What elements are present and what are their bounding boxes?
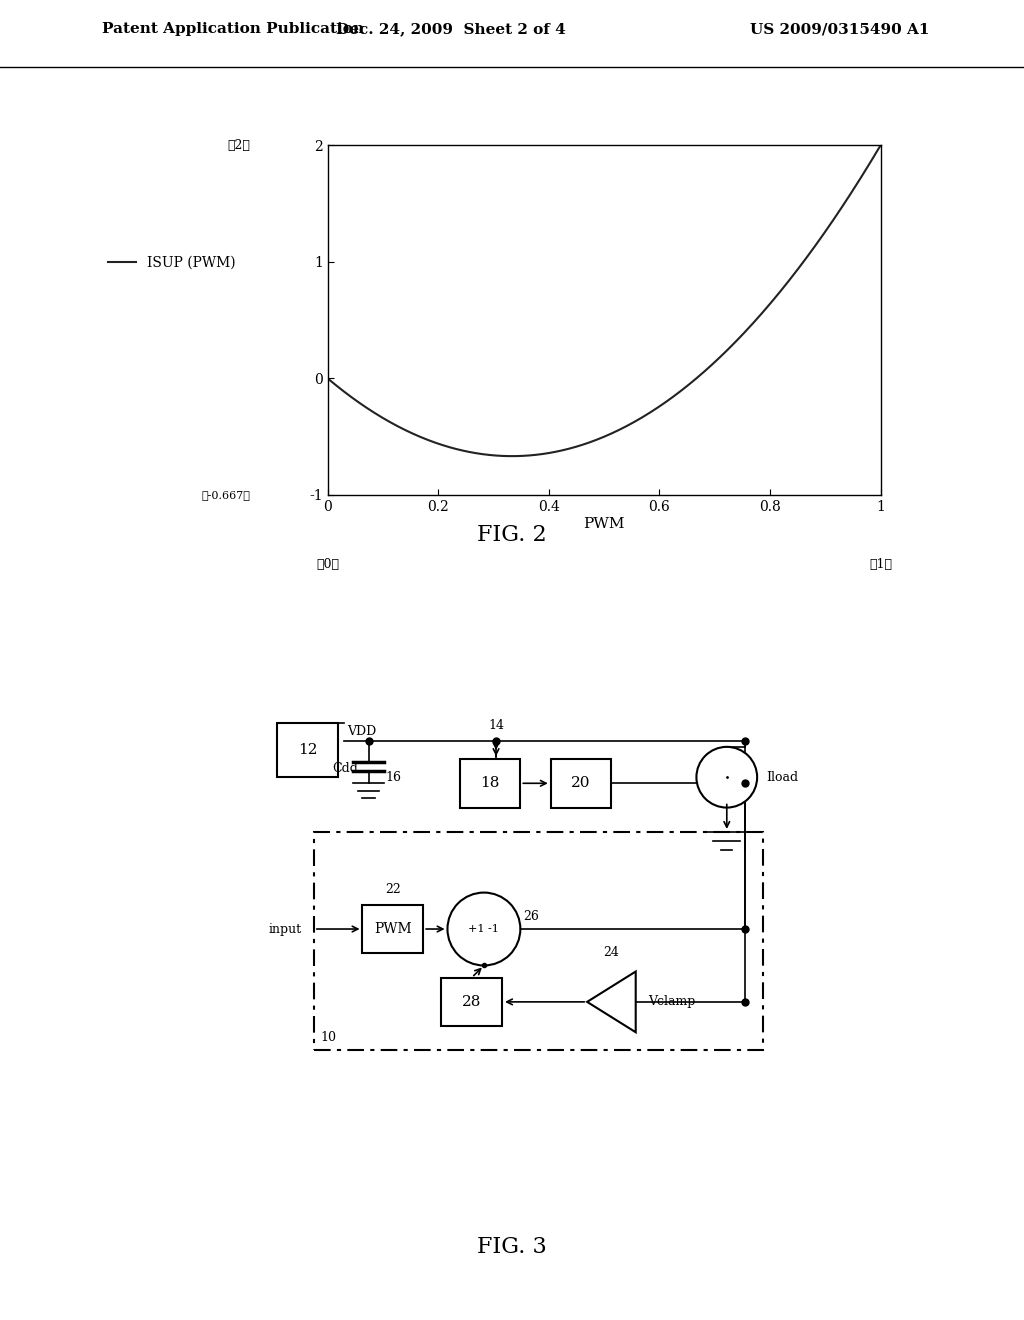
- Text: +1 -1: +1 -1: [468, 924, 500, 935]
- Text: 26: 26: [523, 909, 540, 923]
- Text: 28: 28: [462, 995, 481, 1008]
- Bar: [278, 722, 338, 777]
- Text: PWM: PWM: [374, 921, 412, 936]
- Text: Vclamp: Vclamp: [648, 995, 695, 1008]
- Bar: [551, 759, 611, 808]
- Legend: ISUP (PWM): ISUP (PWM): [102, 249, 241, 275]
- Bar: [314, 832, 763, 1051]
- Bar: [460, 759, 520, 808]
- Text: Dec. 24, 2009  Sheet 2 of 4: Dec. 24, 2009 Sheet 2 of 4: [336, 22, 565, 36]
- Text: 16: 16: [386, 771, 401, 784]
- Circle shape: [696, 747, 757, 808]
- Text: ⌌0⌍: ⌌0⌍: [316, 558, 339, 572]
- Text: VDD: VDD: [347, 725, 377, 738]
- Text: US 2009/0315490 A1: US 2009/0315490 A1: [750, 22, 930, 36]
- Text: 12: 12: [298, 743, 317, 756]
- Text: 20: 20: [571, 776, 591, 791]
- Text: 24: 24: [603, 946, 620, 960]
- Text: ⌌-0.667⌍: ⌌-0.667⌍: [202, 490, 250, 500]
- Text: 18: 18: [480, 776, 500, 791]
- Text: ⌌2⌍: ⌌2⌍: [227, 139, 250, 152]
- Circle shape: [447, 892, 520, 965]
- Bar: [441, 978, 502, 1026]
- Text: Cdd: Cdd: [332, 762, 358, 775]
- Text: Patent Application Publication: Patent Application Publication: [102, 22, 365, 36]
- Bar: [362, 904, 423, 953]
- Text: input: input: [268, 923, 302, 936]
- Text: FIG. 2: FIG. 2: [477, 524, 547, 545]
- Text: Iload: Iload: [766, 771, 799, 784]
- Text: FIG. 3: FIG. 3: [477, 1237, 547, 1258]
- X-axis label: PWM: PWM: [584, 516, 625, 531]
- Text: 14: 14: [488, 718, 504, 731]
- Text: ⌌1⌍: ⌌1⌍: [869, 558, 892, 572]
- Text: 10: 10: [319, 1031, 336, 1044]
- Text: 22: 22: [385, 883, 400, 895]
